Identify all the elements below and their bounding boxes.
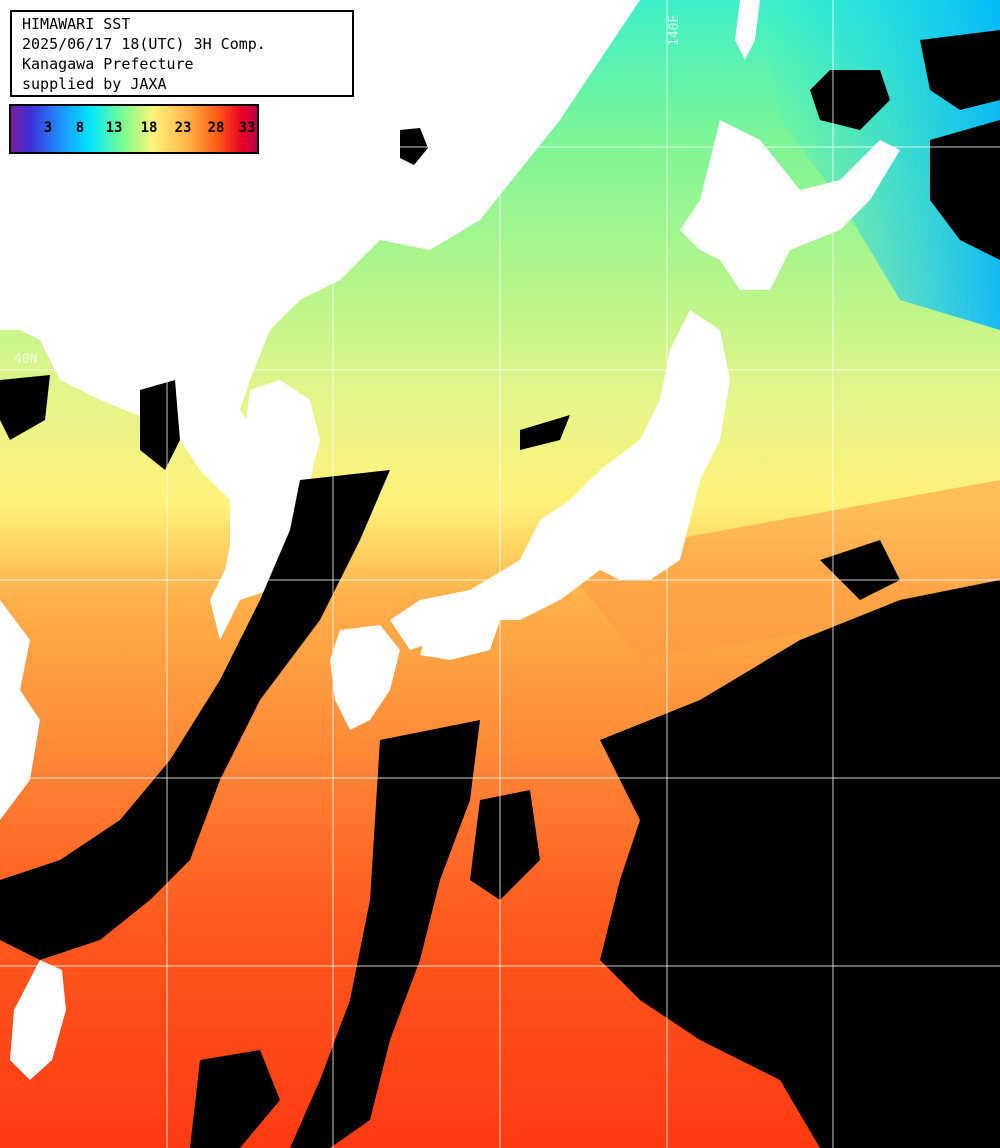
temperature-color-legend: 3 8 13 18 23 28 33 (9, 104, 259, 154)
legend-tick: 18 (140, 120, 158, 136)
honshu (390, 310, 730, 650)
observation-datetime: 2025/06/17 18(UTC) 3H Comp. (22, 35, 266, 53)
latitude-label-40n: 40N (14, 352, 38, 367)
longitude-label-140e: 140E (667, 14, 682, 46)
legend-tick: 23 (174, 120, 192, 136)
asian-continent (0, 0, 640, 640)
taiwan (10, 960, 66, 1080)
china-coast (0, 600, 40, 820)
sakhalin (735, 0, 760, 60)
legend-tick: 8 (75, 120, 85, 136)
cloud-mask (0, 30, 1000, 1148)
legend-tick: 28 (207, 120, 225, 136)
hokkaido (680, 120, 900, 290)
legend-tick: 13 (105, 120, 123, 136)
legend-tick: 33 (238, 120, 256, 136)
kyushu (330, 625, 400, 730)
legend-tick: 3 (43, 120, 53, 136)
info-panel: HIMAWARI SST 2025/06/17 18(UTC) 3H Comp.… (10, 10, 354, 97)
map-title: HIMAWARI SST (22, 15, 131, 33)
shikoku (420, 615, 500, 660)
region-name: Kanagawa Prefecture (22, 55, 194, 73)
korean-peninsula (225, 380, 320, 600)
data-credit: supplied by JAXA (22, 75, 167, 93)
